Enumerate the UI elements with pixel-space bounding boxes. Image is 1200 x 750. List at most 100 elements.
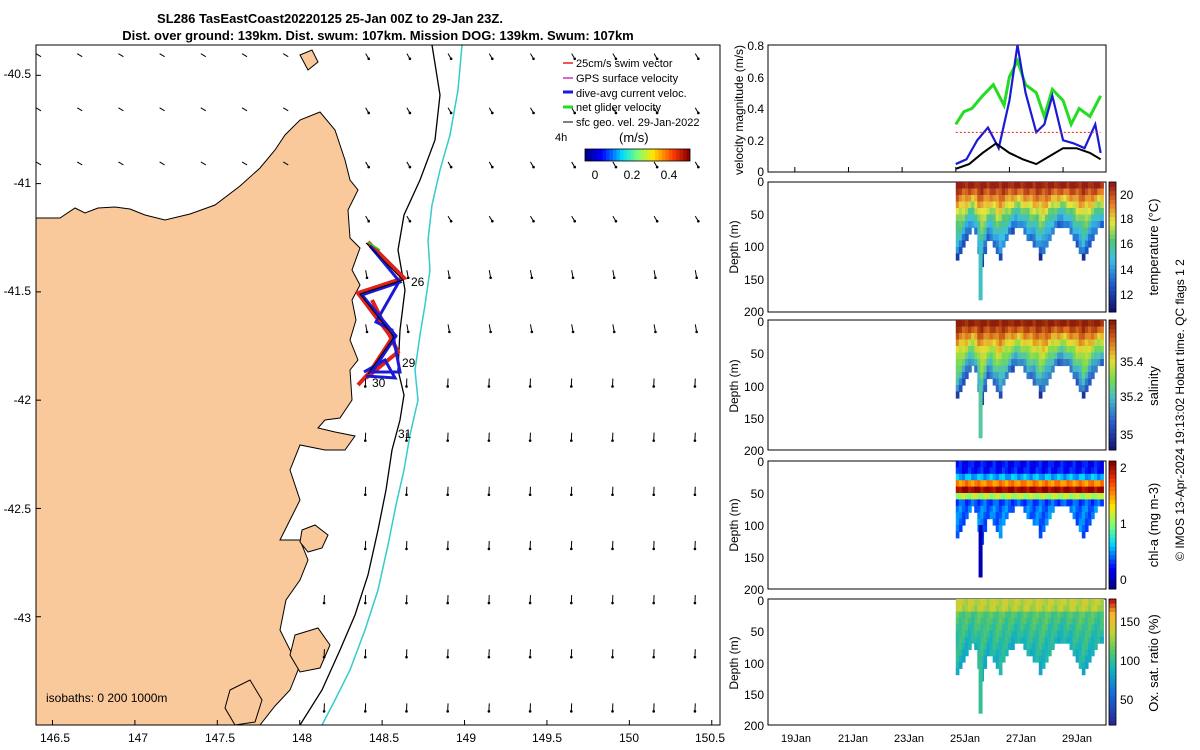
section-cell [1075,352,1080,360]
section-cell [1100,201,1104,209]
section-cell [958,480,963,488]
section-cell [1051,333,1055,341]
geo-vector-head [367,57,371,61]
section-cell [968,352,972,360]
section-cell [968,636,972,644]
section-cell [977,518,981,526]
section-cell [1038,234,1043,242]
section-cell [961,617,966,625]
section-cell [1017,630,1021,638]
colorbar-swatch [1109,712,1116,718]
section-cell [1032,326,1037,334]
colorbar-swatch [1109,402,1116,408]
section-cell [1060,359,1064,367]
section-cell [1038,247,1043,255]
section-cell [1081,493,1086,500]
section-cell [1001,636,1006,644]
section-cell [977,359,981,367]
colorbar-swatch [1109,238,1116,244]
depth-ylabel: Depth (m) [727,359,741,412]
section-cell [1020,320,1025,328]
section-cell [1100,182,1104,190]
section-cell [964,636,969,644]
geo-vector-head [571,276,575,280]
section-cell [1081,649,1086,657]
section-cell [1035,201,1040,209]
colorbar-swatch [1109,419,1116,425]
section-cell [1038,480,1043,488]
section-cell [1047,499,1052,507]
section-cell [968,359,972,367]
section-cell [989,333,994,341]
section-cell [1032,643,1037,650]
section-cell [1035,493,1040,500]
section-cell [1075,605,1080,613]
colorbar-swatch [1109,699,1116,705]
geo-vector-head [528,439,532,442]
section-cell [1017,221,1021,229]
section-cell [992,182,997,190]
geo-vector-head [652,547,656,551]
section-cell [1078,221,1083,229]
section-cell [998,473,1003,481]
section-cell [980,473,985,481]
section-cell [986,617,991,625]
colorbar-swatch [1109,486,1116,492]
section-cell [1017,617,1021,625]
section-cell [1081,365,1086,373]
section-cell [1038,636,1043,644]
section-cell [1023,461,1028,468]
section-cell [1041,352,1046,360]
geo-vector-head [532,57,535,61]
section-cell [971,493,975,500]
section-cell [1100,630,1104,638]
section-cell [1017,467,1021,475]
map-frame [35,44,721,726]
section-cell [955,391,960,399]
section-cell [955,214,960,222]
section-cell [1032,339,1037,347]
section-cell [1001,352,1006,360]
section-cell [1032,505,1037,513]
section-cell [955,461,960,468]
section-cell [1008,605,1012,613]
depth-ylabel: Depth (m) [727,498,741,551]
section-cell [974,195,978,203]
section-cell [989,630,994,638]
section-cell [1097,182,1101,190]
geo-vector-head [655,165,659,169]
section-cell [1066,326,1071,334]
section-cell [1023,480,1028,488]
section-cell [989,352,994,360]
section-cell [971,636,975,644]
section-cell [1075,493,1080,500]
section-cell [989,188,994,196]
section-cell [958,378,963,386]
section-cell [968,643,972,650]
section-cell [1051,636,1055,644]
section-cell [1004,617,1009,625]
legend-label: 25cm/s swim vector [576,58,673,70]
section-cell [971,617,975,625]
section-cell [1094,467,1098,475]
colorbar-swatch [683,149,687,161]
section-cell [1020,493,1025,500]
geo-vector-head [693,493,697,497]
section-cell [1014,333,1018,341]
section-cell [1081,208,1086,216]
section-cell [1066,214,1071,222]
section-cell [1004,512,1009,520]
section-cell [1051,605,1055,613]
section-cell [1051,339,1055,347]
section-cell [1094,214,1098,222]
section-cell [1100,493,1104,500]
section-cell [986,326,991,334]
section-cell [1069,636,1074,644]
section-cell [1047,346,1052,354]
section-cell [1063,617,1068,625]
section-cell [1008,624,1012,632]
section-cell [1081,240,1086,248]
depth-tick: 0 [757,315,764,329]
section-cell [1094,182,1098,190]
section-cell [992,208,997,216]
